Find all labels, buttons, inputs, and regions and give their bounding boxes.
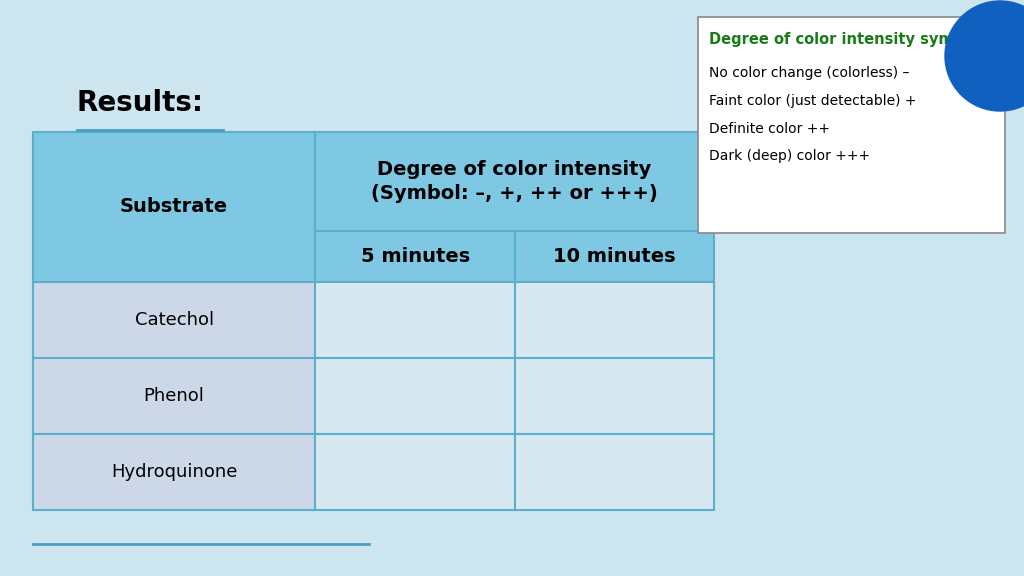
Text: No color change (colorless) –: No color change (colorless) – [709,66,909,80]
FancyBboxPatch shape [515,358,714,434]
Text: Phenol: Phenol [143,387,205,405]
Text: Faint color (just detectable) +: Faint color (just detectable) + [709,94,916,108]
Text: Catechol: Catechol [134,310,214,329]
Text: Substrate: Substrate [120,198,228,217]
FancyBboxPatch shape [515,434,714,510]
FancyBboxPatch shape [515,282,714,358]
FancyBboxPatch shape [33,358,315,434]
FancyBboxPatch shape [33,132,315,282]
Text: Definite color ++: Definite color ++ [709,122,829,135]
Text: Dark (deep) color +++: Dark (deep) color +++ [709,149,869,163]
FancyBboxPatch shape [315,434,515,510]
Text: 10 minutes: 10 minutes [553,247,676,266]
FancyBboxPatch shape [315,282,515,358]
FancyBboxPatch shape [315,132,714,230]
Text: 5 minutes: 5 minutes [360,247,470,266]
FancyBboxPatch shape [33,282,315,358]
Text: Degree of color intensity
(Symbol: –, +, ++ or +++): Degree of color intensity (Symbol: –, +,… [371,160,658,203]
FancyBboxPatch shape [698,17,1005,233]
Ellipse shape [945,1,1024,111]
FancyBboxPatch shape [315,358,515,434]
Text: Degree of color intensity symbol: Degree of color intensity symbol [709,32,979,47]
Text: Results:: Results: [77,89,204,118]
Text: Hydroquinone: Hydroquinone [111,463,238,481]
FancyBboxPatch shape [33,434,315,510]
FancyBboxPatch shape [315,230,515,282]
FancyBboxPatch shape [515,230,714,282]
